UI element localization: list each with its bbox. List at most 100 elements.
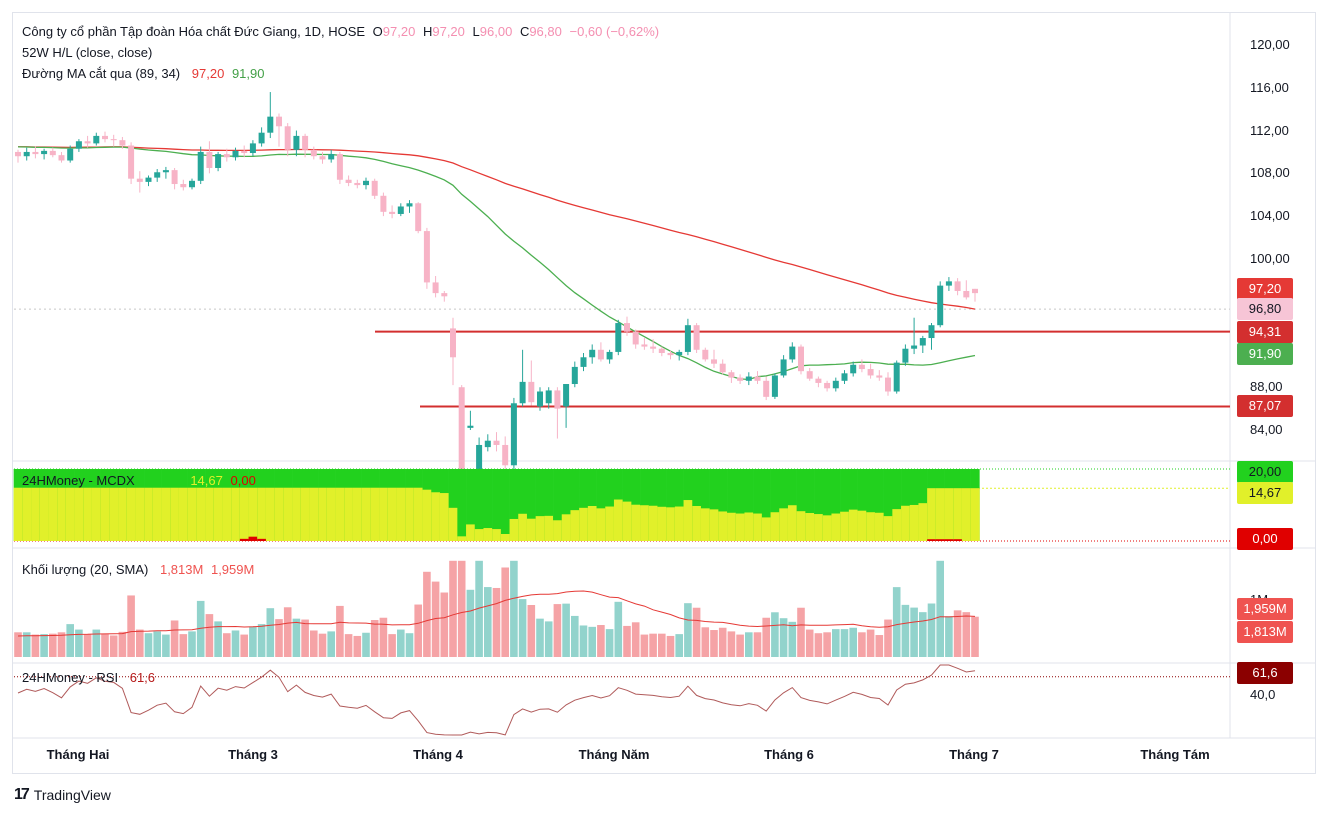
candle bbox=[241, 145, 248, 158]
rsi-legend[interactable]: 24HMoney - RSI 61,6 bbox=[22, 668, 159, 688]
mcdx-bar-yellow bbox=[909, 504, 919, 541]
volume-bar bbox=[779, 618, 788, 657]
candle-body bbox=[502, 444, 509, 466]
time-axis-label: Tháng Năm bbox=[578, 747, 650, 762]
volume-bar bbox=[283, 607, 292, 657]
candle-body bbox=[389, 211, 396, 214]
mcdx-bar-yellow bbox=[457, 536, 467, 541]
main-legend-row: Công ty cổ phần Tập đoàn Hóa chất Đức Gi… bbox=[22, 22, 667, 42]
mcdx-bar-yellow bbox=[239, 487, 249, 541]
mcdx-bar-yellow bbox=[831, 513, 841, 541]
mcdx-bar-yellow bbox=[718, 511, 728, 541]
candle bbox=[702, 347, 709, 362]
tradingview-brand-text: TradingView bbox=[33, 787, 111, 803]
mcdx-bar-yellow bbox=[535, 516, 545, 541]
candle-body bbox=[171, 170, 178, 185]
volume-bar bbox=[457, 560, 466, 657]
candle-body bbox=[397, 206, 404, 214]
legend-52w[interactable]: 52W H/L (close, close) bbox=[22, 43, 156, 63]
mcdx-bar-green bbox=[535, 469, 545, 541]
mcdx-bar-green bbox=[596, 469, 606, 541]
candle bbox=[267, 92, 274, 139]
mcdx-bar-yellow bbox=[83, 487, 93, 541]
mcdx-bar-yellow bbox=[118, 487, 128, 541]
candle bbox=[737, 374, 744, 385]
price-tag: 94,31 bbox=[1237, 320, 1293, 343]
volume-bar bbox=[22, 632, 31, 657]
volume-bar bbox=[901, 604, 910, 657]
mcdx-bar-green bbox=[744, 469, 754, 541]
candle bbox=[798, 344, 804, 375]
volume-bar bbox=[710, 630, 718, 657]
mcdx-bar-green bbox=[805, 469, 815, 541]
candle-body bbox=[223, 154, 230, 158]
volume-bar bbox=[518, 599, 527, 657]
candle bbox=[867, 363, 874, 379]
legend-ma[interactable]: Đường MA cắt qua (89, 34) 97,20 91,90 bbox=[22, 64, 268, 84]
candle bbox=[711, 349, 717, 368]
mcdx-bar-yellow bbox=[396, 487, 406, 541]
volume-legend[interactable]: Khối lượng (20, SMA) 1,813M 1,959M bbox=[22, 560, 258, 580]
mcdx-bar-yellow bbox=[579, 507, 589, 541]
candle-body bbox=[702, 349, 709, 360]
mcdx-bar-yellow bbox=[727, 512, 737, 541]
mcdx-bar-green bbox=[492, 469, 502, 541]
mcdx-bar-green bbox=[848, 469, 858, 541]
mcdx-bar-green bbox=[901, 469, 911, 541]
candle bbox=[571, 361, 578, 388]
candle bbox=[667, 350, 674, 360]
ohlc-low-key: L bbox=[472, 24, 480, 39]
candle-body bbox=[23, 151, 30, 157]
candle bbox=[763, 376, 770, 401]
mcdx-bar-yellow bbox=[335, 487, 345, 541]
candle-body bbox=[484, 440, 491, 448]
candle-body bbox=[102, 135, 108, 140]
candle-body bbox=[406, 203, 413, 207]
mcdx-bar-yellow bbox=[666, 507, 676, 541]
mcdx-bar-yellow bbox=[596, 508, 606, 541]
mcdx-bar-green bbox=[831, 469, 841, 541]
price-axis-label: 84,00 bbox=[1250, 422, 1283, 437]
mcdx-bar-yellow bbox=[405, 487, 415, 541]
volume-label: Khối lượng (20, SMA) bbox=[22, 562, 149, 577]
candle bbox=[937, 281, 944, 328]
volume-bar bbox=[684, 603, 692, 657]
mcdx-bar-yellow bbox=[65, 487, 75, 541]
volume-bar bbox=[414, 604, 422, 657]
volume-bar bbox=[431, 581, 440, 657]
mcdx-bar-red bbox=[953, 539, 963, 541]
mcdx-bar-yellow bbox=[518, 513, 528, 541]
candle-body bbox=[215, 154, 222, 168]
rsi-label: 24HMoney - RSI bbox=[22, 670, 119, 685]
volume-bar bbox=[162, 634, 170, 657]
mcdx-bar-yellow bbox=[883, 516, 893, 541]
candle-body bbox=[267, 116, 274, 133]
price-axis-label: 120,00 bbox=[1250, 37, 1290, 52]
price-axis-label: 108,00 bbox=[1250, 165, 1290, 181]
candle-body bbox=[719, 363, 726, 373]
candle bbox=[293, 130, 300, 157]
volume-bar bbox=[92, 629, 101, 657]
mcdx-legend[interactable]: 24HMoney - MCDX 14,67 0,00 bbox=[22, 471, 260, 491]
mcdx-bar-red bbox=[257, 538, 267, 541]
mcdx-bar-green bbox=[727, 469, 737, 541]
symbol-title[interactable]: Công ty cổ phần Tập đoàn Hóa chất Đức Gi… bbox=[22, 24, 366, 39]
volume-bar bbox=[301, 619, 309, 657]
mcdx-bar-yellow bbox=[814, 514, 824, 541]
mcdx-bar-yellow bbox=[570, 510, 580, 541]
volume-bar bbox=[527, 605, 536, 657]
candle-body bbox=[258, 132, 265, 144]
mcdx-bar-yellow bbox=[22, 487, 32, 541]
candle-body bbox=[15, 151, 21, 157]
candle-body bbox=[815, 378, 822, 383]
volume-bar bbox=[449, 560, 457, 657]
mcdx-bar-yellow bbox=[126, 487, 136, 541]
volume-bar bbox=[344, 634, 353, 657]
volume-bar bbox=[788, 621, 797, 657]
volume-bar bbox=[170, 620, 179, 657]
mcdx-bar-green bbox=[779, 469, 789, 541]
tradingview-logo[interactable]: 17 TradingView bbox=[14, 786, 111, 804]
mcdx-bar-yellow bbox=[318, 487, 328, 541]
